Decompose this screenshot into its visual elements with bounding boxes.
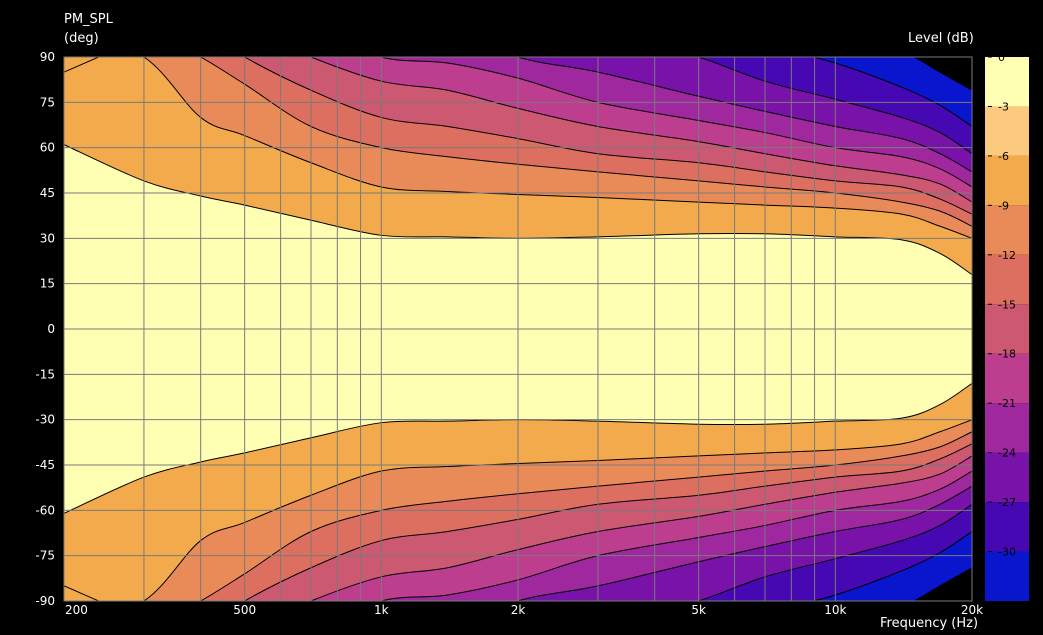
colorbar-swatch [985,502,1029,552]
colorbar-tick-label: -30 [998,546,1016,559]
x-tick-label: 2k [511,603,526,617]
y-tick-label: 0 [47,322,55,336]
contour-line-lower-21 [379,470,972,601]
x-tick-label: 5k [691,603,706,617]
colorbar-tick-label: -18 [998,348,1016,361]
y-tick-label: -15 [35,367,55,381]
contour-line-upper-30 [811,57,972,127]
colorbar-swatch [985,155,1029,206]
y-tick-label: 15 [40,277,55,291]
contour-line-upper-21 [379,57,972,188]
colorbar-swatch [985,403,1029,453]
level-band-upper-30 [813,57,972,127]
colorbar-tick-label: -21 [998,397,1016,410]
contour-line-lower-15 [243,443,972,601]
contour-line-upper-24 [516,57,972,173]
y-tick-label: -60 [35,503,55,517]
contour-lines [64,57,972,601]
colorbar-title: Level (dB) [908,31,974,46]
colorbar-swatch [985,254,1029,305]
y-tick-label: -75 [35,549,55,563]
y-tick-label: 45 [40,186,55,200]
y-tick-label: -45 [35,458,55,472]
colorbar-tick-label: -6 [998,150,1009,163]
y-tick-label: 30 [40,231,55,245]
y-tick-label: -90 [35,594,55,608]
colorbar-swatch [985,106,1029,156]
colorbar: 0 -3 -6 -9 -12 -15 -18 -21 -24 -27 -30 [985,51,1029,601]
colorbar-tick-label: -24 [998,447,1016,460]
chart-title: PM_SPL [64,12,113,27]
y-tick-labels: 90 75 60 45 30 15 0 -15 -30 -45 -60 -75 -90 [35,50,55,608]
colorbar-tick-label: -15 [998,298,1016,311]
contour-line-upper-18 [309,57,972,203]
contour-line-upper-15 [243,57,972,215]
contour-line-lower-30 [811,531,972,601]
x-tick-label: 10k [824,603,846,617]
x-tick-label: 500 [233,603,256,617]
colorbar-tick-label: -12 [998,249,1016,262]
contour-line-upper-27 [697,57,972,155]
plot-frame [63,56,973,602]
colorbar-swatch [985,205,1029,255]
contour-line-lower-27 [697,503,972,601]
y-tick-label: 60 [40,141,55,155]
colorbar-tick-label: -3 [998,100,1009,113]
y-tick-label: 90 [40,50,55,64]
y-axis-label: (deg) [64,31,99,46]
contour-line-lower-18 [309,455,972,601]
colorbar-swatch [985,452,1029,503]
level-band-lower-30 [813,531,972,601]
colorbar-swatch [985,57,1029,107]
colorbar-swatch [985,551,1029,601]
colorbar-tick-label: -9 [998,199,1009,212]
y-tick-label: 75 [40,95,55,109]
grid-lines [63,56,973,602]
x-tick-label: 1k [374,603,389,617]
contour-line-lower-24 [516,485,972,601]
colorbar-tick-label: -27 [998,496,1016,509]
x-tick-label: 20k [961,603,983,617]
colorbar-swatch [985,304,1029,354]
x-tick-label: 200 [65,603,88,617]
colorbar-tick-label: 0 [998,51,1005,64]
x-tick-labels: 200 500 1k 2k 5k 10k 20k [65,603,983,617]
x-axis-label: Frequency (Hz) [880,616,979,631]
y-tick-label: -30 [35,413,55,427]
colorbar-swatch [985,353,1029,404]
